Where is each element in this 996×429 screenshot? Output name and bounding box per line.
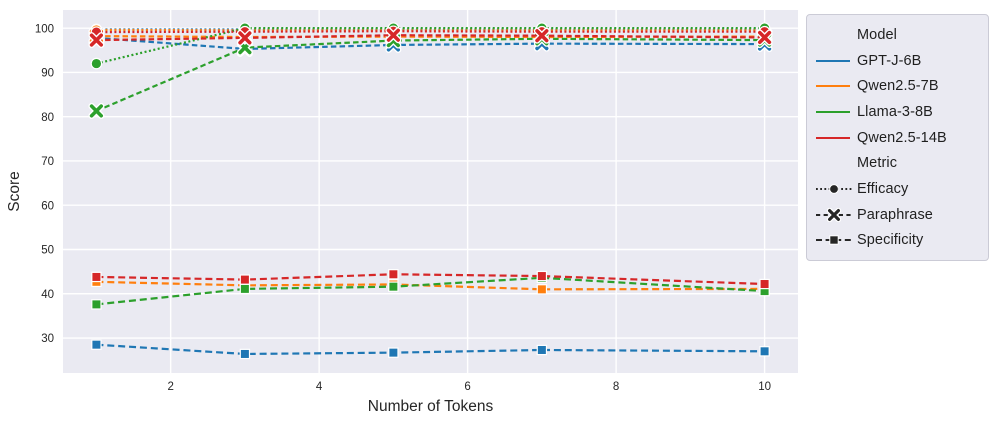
x-tick-label: 2 (167, 381, 173, 393)
paraphrase-style-swatch (815, 207, 857, 222)
data-point-marker (238, 31, 252, 45)
line-swatch-icon (816, 85, 850, 88)
model-color-swatch (815, 59, 857, 62)
data-point-marker (388, 347, 399, 358)
data-point-marker (759, 278, 770, 290)
data-point-marker (239, 274, 251, 285)
legend-model-title-row: Model (815, 22, 982, 48)
model-color-swatch (815, 136, 857, 139)
data-point-marker (757, 30, 772, 45)
data-point-marker (759, 346, 770, 357)
x-tick-label: 6 (464, 381, 470, 393)
legend-model-label: GPT-J-6B (857, 52, 922, 69)
data-point-marker (386, 28, 400, 42)
legend-item-paraphrase: Paraphrase (815, 202, 982, 228)
legend-model-label: Qwen2.5-14B (857, 129, 947, 146)
y-axis-label: Score (6, 171, 23, 212)
x-axis-label: Number of Tokens (368, 398, 494, 415)
data-point-marker (89, 104, 104, 118)
data-point-marker (535, 29, 549, 43)
legend-item-qwen2-5-7b: Qwen2.5-7B (815, 73, 982, 99)
legend-model-label: Llama-3-8B (857, 103, 933, 120)
data-point-marker (536, 284, 548, 295)
legend-item-efficacy: Efficacy (815, 176, 982, 202)
data-point-marker (536, 270, 548, 282)
data-point-marker (388, 269, 399, 280)
series-line (95, 37, 765, 112)
legend-model-label: Qwen2.5-7B (857, 78, 939, 95)
data-point-marker (239, 283, 251, 295)
y-tick-label: 50 (41, 245, 54, 257)
line-swatch-icon (816, 110, 850, 113)
legend-metric-label: Specificity (857, 232, 924, 249)
legend-metric-title-row: Metric (815, 150, 982, 176)
x-tick-label: 4 (316, 381, 323, 393)
legend-item-gpt-j-6b: GPT-J-6B (815, 48, 982, 74)
line-swatch-icon (816, 59, 850, 62)
x-tick-label: 8 (613, 381, 619, 393)
legend-model-title: Model (857, 26, 897, 43)
x-tick-label: 10 (758, 381, 771, 393)
y-tick-label: 80 (41, 112, 54, 124)
series-line (96, 30, 765, 34)
legend-item-llama-3-8b: Llama-3-8B (815, 99, 982, 125)
data-point-marker (239, 348, 251, 360)
data-point-marker (91, 271, 102, 283)
data-point-marker (90, 57, 103, 70)
legend-item-qwen2-5-14b: Qwen2.5-14B (815, 125, 982, 151)
legend-item-specificity: Specificity (815, 228, 982, 254)
legend: Model GPT-J-6B Qwen2.5-7B Llama-3-8B Qwe… (806, 14, 989, 262)
y-tick-label: 60 (41, 200, 54, 212)
dashed-square-icon (816, 235, 852, 246)
y-tick-label: 70 (41, 156, 54, 168)
dashed-x-icon (816, 207, 852, 222)
specificity-style-swatch (815, 233, 857, 247)
data-point-marker (91, 299, 102, 310)
y-tick-label: 30 (41, 333, 54, 345)
data-point-marker (89, 33, 104, 47)
data-point-marker (388, 281, 399, 292)
efficacy-style-swatch (815, 182, 857, 196)
line-swatch-icon (816, 136, 850, 139)
y-tick-label: 90 (41, 68, 54, 80)
series-line (96, 27, 765, 65)
y-tick-label: 40 (41, 289, 54, 301)
legend-metric-title: Metric (857, 155, 898, 172)
data-point-marker (536, 344, 548, 356)
model-color-swatch (815, 110, 857, 113)
legend-metric-label: Paraphrase (857, 206, 933, 223)
dotted-circle-icon (816, 184, 852, 194)
y-tick-label: 100 (35, 23, 54, 35)
data-point-marker (91, 339, 102, 350)
model-color-swatch (815, 85, 857, 88)
legend-metric-label: Efficacy (857, 180, 909, 197)
plot-area (63, 10, 798, 373)
